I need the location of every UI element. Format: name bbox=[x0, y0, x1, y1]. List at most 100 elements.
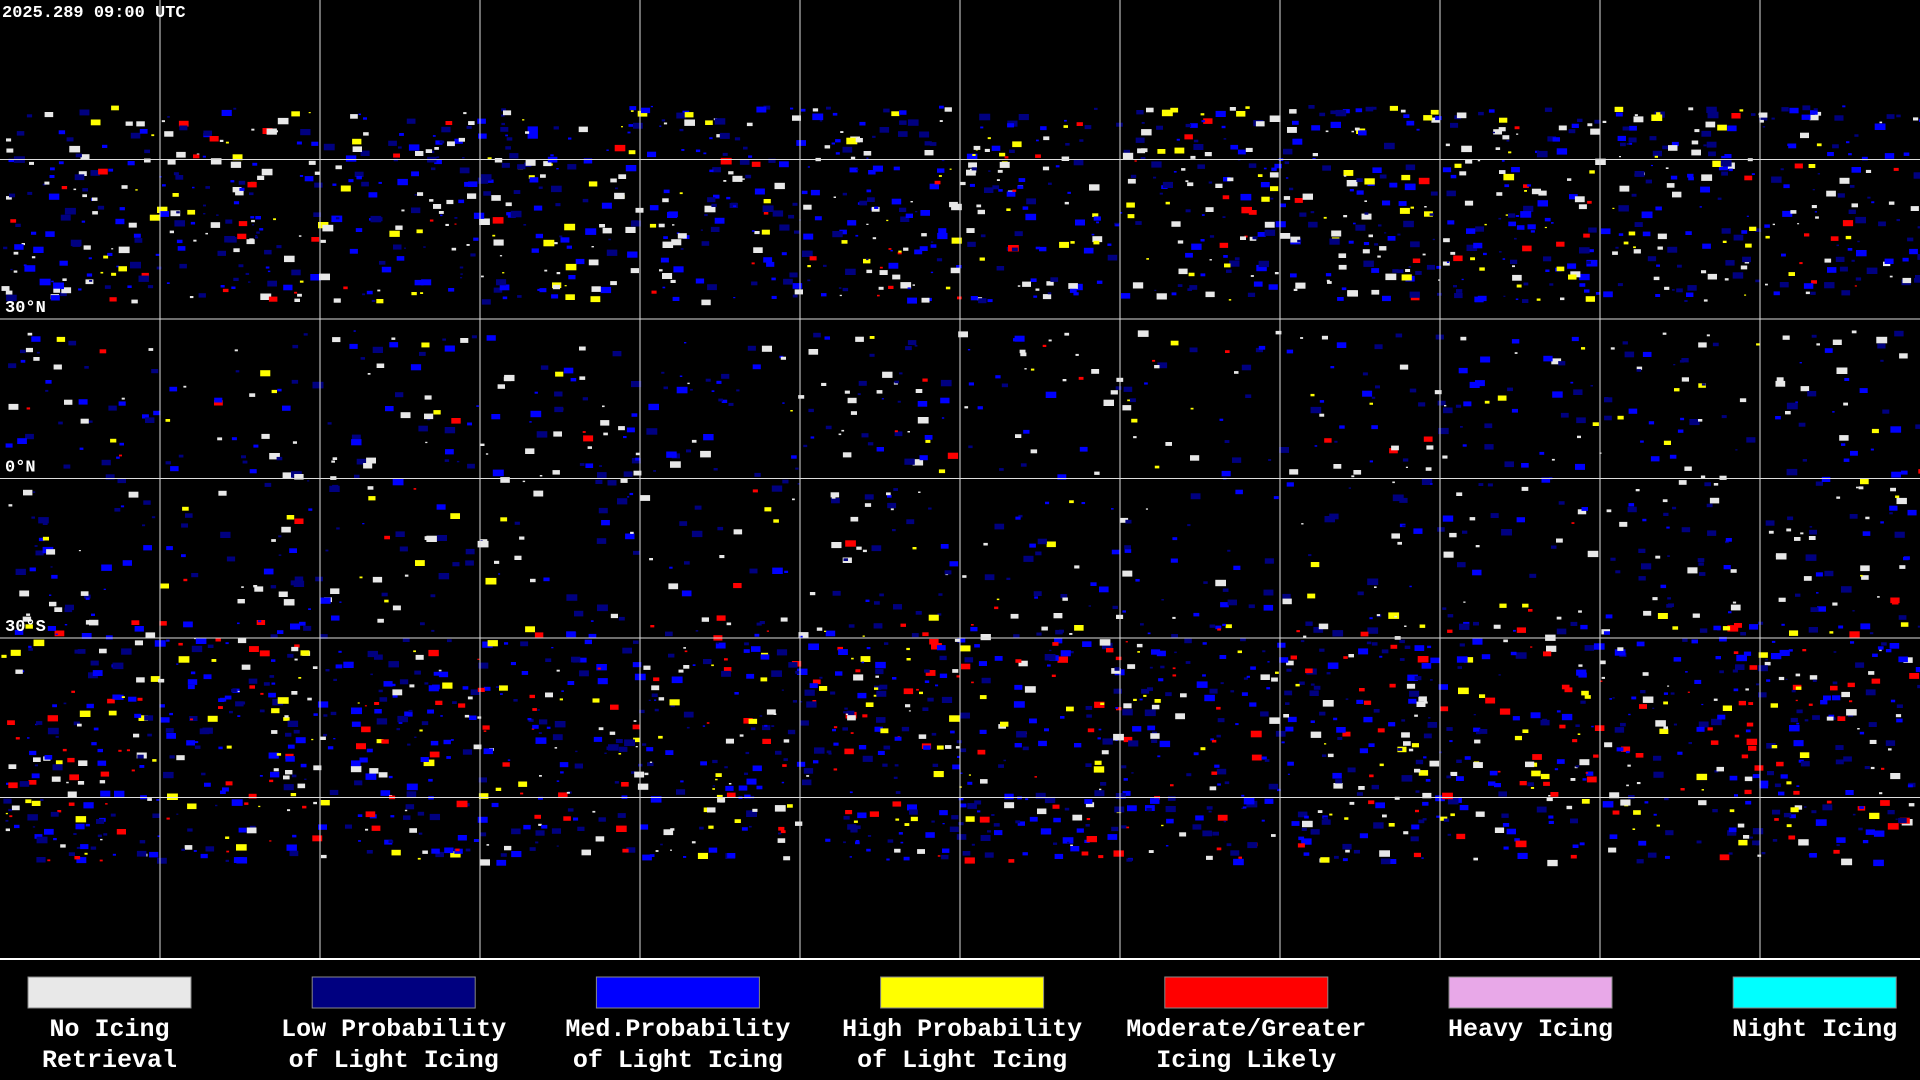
icing-pixel bbox=[1664, 797, 1669, 801]
icing-pixel bbox=[1411, 743, 1419, 748]
icing-pixel bbox=[1216, 847, 1222, 851]
icing-pixel bbox=[1631, 193, 1637, 197]
icing-pixel bbox=[97, 834, 102, 838]
icing-pixel bbox=[1730, 604, 1741, 611]
icing-pixel bbox=[1487, 483, 1493, 487]
icing-pixel bbox=[29, 161, 34, 165]
icing-pixel bbox=[348, 179, 354, 183]
icing-pixel bbox=[214, 397, 223, 403]
icing-pixel bbox=[78, 760, 88, 766]
icing-pixel bbox=[1394, 796, 1400, 800]
icing-pixel bbox=[717, 797, 726, 803]
icing-pixel bbox=[1206, 855, 1213, 860]
icing-pixel bbox=[1035, 154, 1041, 158]
icing-pixel bbox=[99, 349, 107, 354]
icing-pixel bbox=[29, 750, 37, 756]
icing-pixel bbox=[1172, 537, 1178, 541]
icing-pixel bbox=[176, 151, 186, 158]
icing-pixel bbox=[1909, 673, 1920, 679]
icing-pixel bbox=[1195, 815, 1204, 821]
icing-pixel bbox=[610, 704, 619, 710]
icing-pixel bbox=[1271, 677, 1278, 682]
icing-pixel bbox=[1423, 436, 1433, 442]
icing-pixel bbox=[1619, 156, 1621, 158]
icing-pixel bbox=[1429, 760, 1440, 767]
icing-pixel bbox=[618, 616, 625, 621]
icing-pixel bbox=[762, 205, 774, 212]
icing-pixel bbox=[1627, 506, 1637, 513]
icing-pixel bbox=[1165, 692, 1172, 697]
icing-pixel bbox=[529, 177, 539, 183]
icing-pixel bbox=[846, 710, 855, 716]
icing-pixel bbox=[1330, 110, 1337, 115]
icing-pixel bbox=[418, 832, 423, 835]
icing-pixel bbox=[1327, 281, 1332, 284]
icing-pixel bbox=[298, 677, 302, 679]
icing-pixel bbox=[418, 425, 428, 432]
icing-pixel bbox=[176, 755, 185, 761]
icing-pixel bbox=[49, 601, 57, 607]
icing-pixel bbox=[8, 808, 12, 812]
icing-pixel bbox=[614, 781, 619, 784]
icing-pixel bbox=[1205, 291, 1215, 298]
icing-pixel bbox=[632, 724, 641, 730]
icing-pixel bbox=[1336, 342, 1347, 348]
icing-pixel bbox=[249, 192, 254, 196]
icing-pixel bbox=[867, 835, 872, 837]
icing-pixel bbox=[264, 249, 272, 255]
icing-pixel bbox=[53, 288, 61, 293]
icing-pixel bbox=[413, 650, 416, 653]
icing-pixel bbox=[1609, 834, 1618, 839]
icing-pixel bbox=[1214, 764, 1220, 768]
icing-pixel bbox=[1184, 638, 1192, 644]
icing-pixel bbox=[534, 391, 538, 394]
icing-pixel bbox=[1285, 177, 1289, 179]
icing-pixel bbox=[797, 483, 801, 485]
icing-pixel bbox=[987, 299, 993, 303]
icing-pixel bbox=[771, 277, 776, 281]
icing-pixel bbox=[1617, 135, 1626, 141]
icing-pixel bbox=[1519, 781, 1527, 786]
icing-pixel bbox=[481, 299, 491, 305]
icing-pixel bbox=[724, 766, 728, 769]
icing-pixel bbox=[951, 237, 962, 244]
icing-pixel bbox=[44, 112, 54, 118]
icing-pixel bbox=[1685, 231, 1692, 235]
icing-pixel bbox=[1111, 668, 1121, 674]
icing-pixel bbox=[1727, 625, 1739, 632]
icing-pixel bbox=[850, 732, 854, 734]
icing-pixel bbox=[269, 453, 280, 460]
icing-pixel bbox=[401, 209, 405, 212]
icing-pixel bbox=[1824, 348, 1833, 353]
icing-pixel bbox=[60, 214, 71, 221]
icing-pixel bbox=[1170, 784, 1174, 787]
icing-pixel bbox=[538, 796, 543, 800]
icing-pixel bbox=[447, 639, 452, 643]
icing-pixel bbox=[1587, 550, 1599, 558]
icing-pixel bbox=[1852, 813, 1856, 816]
icing-pixel bbox=[1333, 464, 1342, 469]
icing-pixel bbox=[1499, 603, 1507, 608]
icing-pixel bbox=[999, 152, 1006, 157]
icing-pixel bbox=[1046, 541, 1056, 548]
icing-pixel bbox=[629, 106, 637, 111]
icing-pixel bbox=[1771, 117, 1775, 120]
icing-pixel bbox=[79, 109, 90, 116]
icing-pixel bbox=[253, 585, 258, 588]
icing-pixel bbox=[137, 754, 144, 759]
icing-pixel bbox=[1203, 118, 1213, 124]
icing-pixel bbox=[1113, 733, 1124, 741]
icing-pixel bbox=[1852, 610, 1855, 612]
icing-pixel bbox=[51, 776, 61, 782]
icing-pixel bbox=[596, 664, 607, 671]
icing-pixel bbox=[1322, 700, 1334, 707]
icing-pixel bbox=[886, 492, 891, 496]
icing-pixel bbox=[798, 395, 805, 399]
icing-pixel bbox=[1910, 206, 1919, 211]
icing-pixel bbox=[939, 655, 947, 661]
icing-pixel bbox=[389, 342, 399, 348]
icing-pixel bbox=[701, 617, 709, 622]
icing-pixel bbox=[1289, 469, 1299, 475]
icing-pixel bbox=[153, 410, 161, 416]
icing-pixel bbox=[1622, 341, 1628, 345]
